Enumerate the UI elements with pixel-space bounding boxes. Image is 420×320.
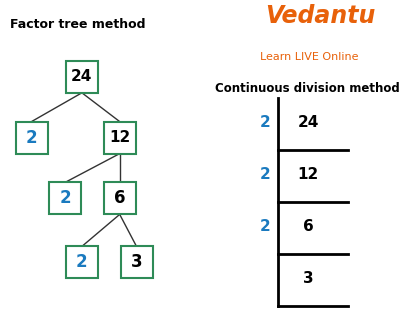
Text: 2: 2 [260, 220, 270, 235]
FancyBboxPatch shape [104, 122, 136, 154]
FancyBboxPatch shape [66, 246, 98, 278]
FancyBboxPatch shape [104, 182, 136, 214]
Text: 3: 3 [303, 271, 313, 286]
Text: Continuous division method: Continuous division method [215, 82, 400, 95]
Text: 6: 6 [114, 189, 126, 207]
Text: 2: 2 [76, 253, 88, 271]
Text: 2: 2 [260, 167, 270, 182]
Text: 6: 6 [303, 220, 313, 235]
Text: 24: 24 [71, 69, 92, 84]
Text: Learn LIVE Online: Learn LIVE Online [260, 52, 359, 62]
Text: Factor tree method: Factor tree method [10, 18, 145, 31]
Text: 2: 2 [260, 116, 270, 131]
Text: 3: 3 [131, 253, 142, 271]
FancyBboxPatch shape [49, 182, 81, 214]
Text: 12: 12 [297, 167, 319, 182]
FancyBboxPatch shape [121, 246, 152, 278]
FancyBboxPatch shape [16, 122, 47, 154]
Text: 2: 2 [59, 189, 71, 207]
Text: 12: 12 [109, 130, 130, 145]
Text: 2: 2 [26, 129, 37, 147]
Text: Vedantu: Vedantu [265, 4, 375, 28]
FancyBboxPatch shape [66, 61, 98, 93]
Text: 24: 24 [297, 116, 319, 131]
